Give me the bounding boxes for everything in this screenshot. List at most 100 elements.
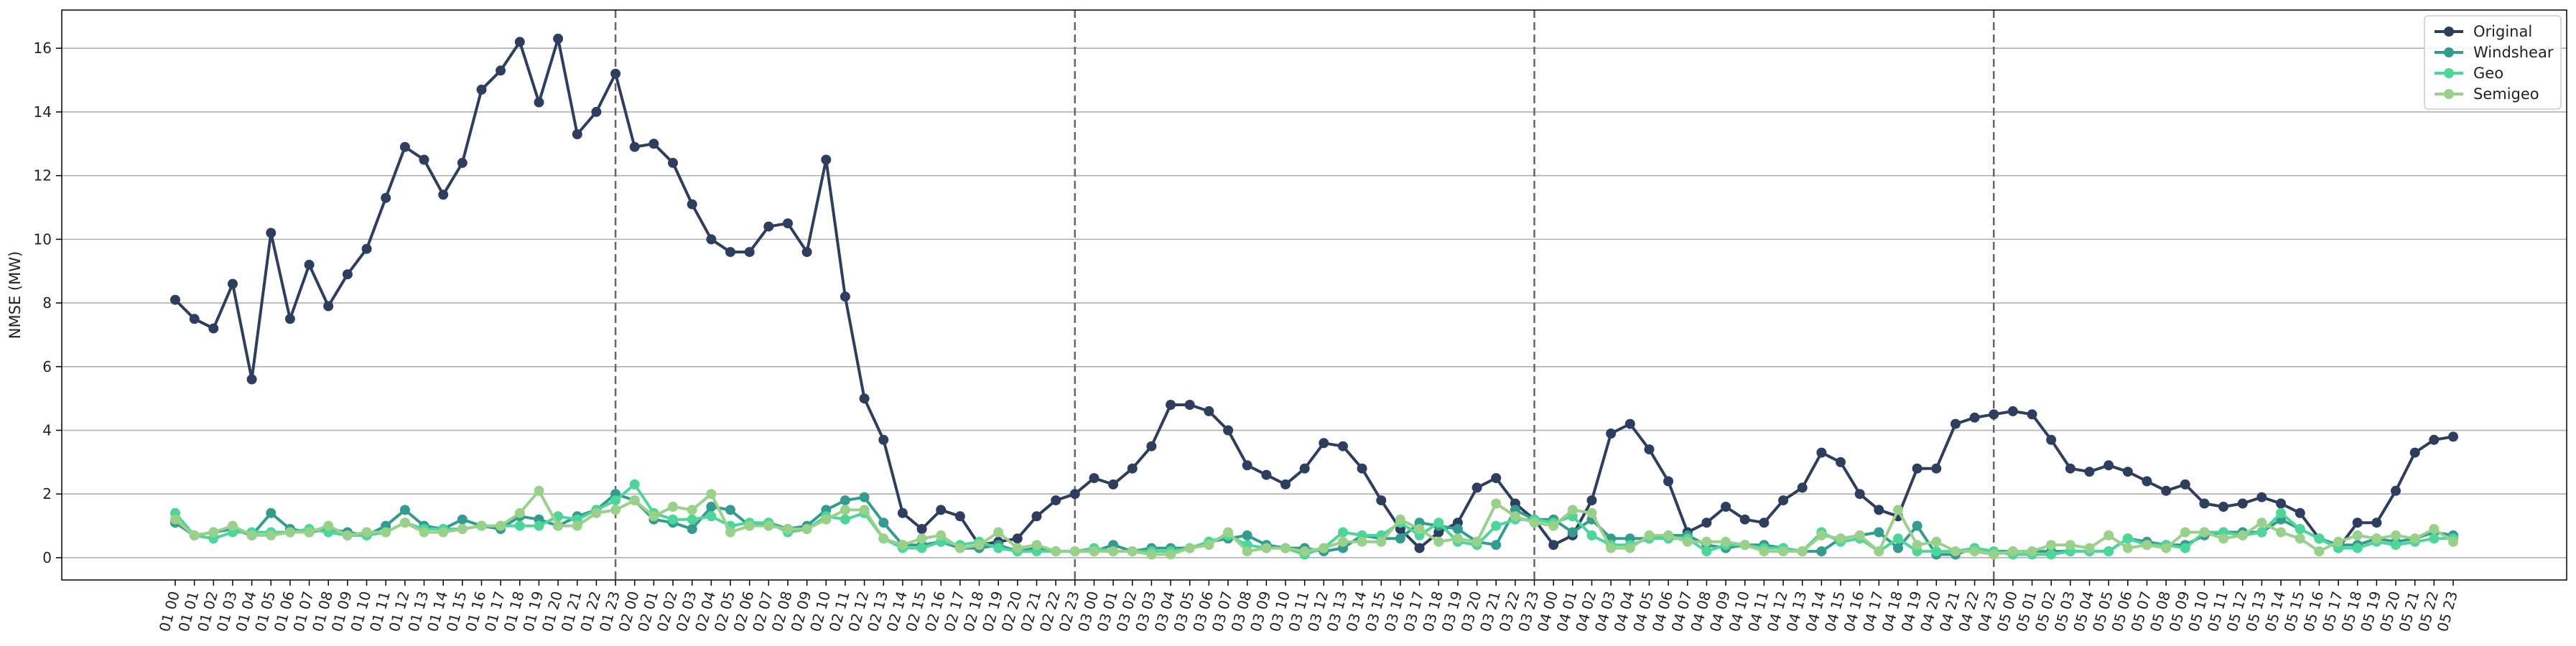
data-point (2027, 546, 2037, 557)
data-point (1395, 533, 1405, 544)
data-point (2122, 543, 2133, 553)
data-point (821, 514, 832, 525)
data-point (534, 97, 544, 108)
data-point (1567, 527, 1578, 538)
data-point (2142, 540, 2152, 551)
data-point (266, 530, 276, 540)
data-point (1414, 524, 1425, 534)
data-point (1280, 479, 1291, 490)
data-point (208, 527, 219, 538)
data-point (1376, 536, 1387, 547)
data-point (2448, 536, 2458, 547)
data-point (1682, 536, 1693, 547)
data-point (840, 495, 850, 506)
data-point (668, 157, 678, 168)
data-point (1452, 533, 1463, 544)
data-point (648, 139, 659, 149)
data-point (859, 393, 870, 404)
data-point (1624, 418, 1635, 429)
data-point (859, 505, 870, 515)
data-point (2180, 543, 2190, 553)
legend-entry-windshear: Windshear (2473, 44, 2554, 61)
data-point (1299, 463, 1310, 474)
data-point (1127, 463, 1138, 474)
data-point (1338, 527, 1348, 538)
data-point (1778, 546, 1789, 557)
data-point (2352, 518, 2363, 528)
data-point (438, 527, 449, 538)
data-point (1184, 543, 1195, 553)
data-point (936, 505, 947, 515)
data-point (2276, 527, 2287, 538)
data-point (2046, 434, 2057, 445)
data-point (878, 518, 889, 528)
data-point (2371, 518, 2382, 528)
data-point (1548, 540, 1559, 551)
data-point (1950, 418, 1961, 429)
data-point (1931, 536, 1942, 547)
data-point (687, 524, 697, 534)
data-point (1242, 530, 1252, 540)
data-point (1529, 518, 1540, 528)
data-point (1797, 482, 1808, 493)
data-point (974, 540, 985, 551)
data-point (763, 520, 774, 531)
data-point (1969, 546, 1980, 557)
data-point (1433, 536, 1444, 547)
data-point (457, 157, 468, 168)
data-point (208, 323, 219, 334)
data-point (801, 247, 812, 258)
data-point (629, 495, 640, 506)
data-point (2352, 530, 2363, 540)
data-point (2314, 533, 2325, 544)
data-point (859, 492, 870, 502)
data-point (2276, 507, 2287, 518)
data-point (1759, 546, 1770, 557)
data-point (399, 505, 410, 515)
data-point (246, 530, 257, 540)
data-point (361, 243, 372, 254)
data-point (2084, 543, 2095, 553)
data-point (323, 520, 334, 531)
data-point (1089, 473, 1099, 484)
data-point (2007, 546, 2018, 557)
data-point (1739, 514, 1750, 525)
data-point (1491, 473, 1502, 484)
data-point (1051, 495, 1061, 506)
data-point (725, 527, 735, 538)
data-point (1586, 530, 1597, 540)
data-point (2294, 507, 2305, 518)
data-point (610, 68, 621, 79)
legend-swatch-marker (2444, 68, 2454, 78)
series-group (170, 33, 2458, 560)
data-point (1338, 536, 1348, 547)
data-point (744, 247, 755, 258)
data-point (1931, 546, 1942, 557)
data-point (572, 520, 582, 531)
data-point (1548, 520, 1559, 531)
data-point (763, 221, 774, 232)
data-point (1874, 527, 1884, 538)
data-point (687, 505, 697, 515)
data-point (476, 520, 487, 531)
legend-box (2424, 15, 2562, 110)
data-point (687, 514, 697, 525)
y-tick-label: 0 (42, 549, 52, 566)
data-point (534, 520, 544, 531)
data-point (1204, 540, 1214, 551)
data-point (1854, 489, 1865, 500)
data-point (1816, 530, 1827, 540)
legend-swatch-marker (2444, 27, 2454, 37)
data-point (419, 154, 429, 165)
data-point (1836, 533, 1846, 544)
data-point (1969, 412, 1980, 423)
data-point (361, 527, 372, 538)
data-point (1108, 479, 1119, 490)
data-point (1223, 527, 1234, 538)
data-point (1644, 530, 1655, 540)
data-point (1357, 536, 1367, 547)
data-point (1491, 520, 1502, 531)
data-point (1166, 400, 1176, 410)
data-point (687, 199, 697, 210)
data-point (878, 434, 889, 445)
